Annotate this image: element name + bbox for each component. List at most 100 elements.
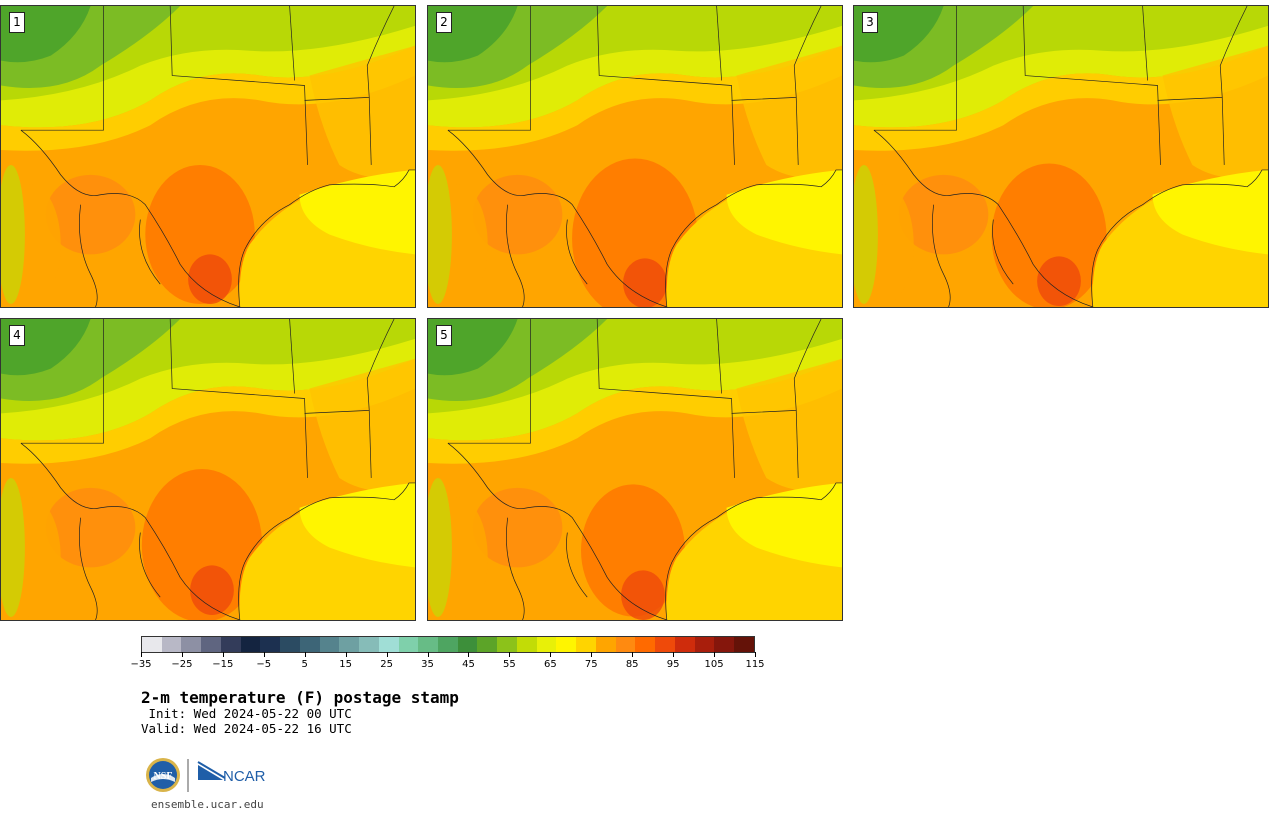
cool-zone <box>1 477 25 617</box>
panel-number-label: 3 <box>862 12 878 33</box>
map-panel-4: 4 <box>0 318 416 621</box>
colorbar-swatch <box>734 637 754 652</box>
colorbar-swatch <box>536 637 557 652</box>
colorbar-swatch <box>694 637 715 652</box>
cool-zone <box>428 477 452 617</box>
colorbar-swatch <box>457 637 478 652</box>
ncar-logo-text: NCAR <box>223 768 266 785</box>
colorbar-tick <box>304 652 306 657</box>
colorbar-tick <box>673 652 675 657</box>
state-border <box>139 532 161 598</box>
colorbar-tick-label: −15 <box>212 659 234 670</box>
warm-zone <box>854 45 1268 151</box>
colorbar-swatch <box>319 637 340 652</box>
state-border <box>992 219 1014 285</box>
colorbar-swatch <box>260 637 281 652</box>
gulf-of-mexico <box>299 169 415 255</box>
hot-zone <box>45 174 136 255</box>
state-border <box>169 319 308 478</box>
state-border <box>447 319 531 444</box>
state-border <box>506 517 525 620</box>
colorbar-swatch <box>161 637 182 652</box>
temperature-map <box>1 6 415 307</box>
hottest-zone <box>621 570 665 620</box>
warm-zone <box>736 45 842 179</box>
state-border <box>289 319 295 394</box>
colorbar-tick-label: 85 <box>625 659 639 670</box>
nsf-logo: NSF <box>146 758 180 792</box>
colorbar-tick <box>427 652 429 657</box>
state-border <box>139 219 161 285</box>
hottest-zone <box>623 258 667 307</box>
map-panel-1: 1 <box>0 5 416 308</box>
state-border <box>731 6 822 101</box>
state-border <box>665 482 842 620</box>
state-border <box>795 97 799 165</box>
colorbar-tick-labels: −35 −25 −15 −5 5 15 25 35 45 55 65 75 85 95 105 115 <box>130 652 765 676</box>
state-border <box>447 6 531 131</box>
state-border <box>289 6 295 81</box>
panel-number-label: 5 <box>436 325 452 346</box>
state-border <box>1157 6 1248 101</box>
hot-zone <box>898 174 989 255</box>
colorbar-tick-label: −25 <box>171 659 193 670</box>
colorbar-swatch <box>398 637 419 652</box>
colorbar-swatch <box>418 637 439 652</box>
temperature-map <box>428 319 842 620</box>
colorbar-tick-label: 15 <box>339 659 353 670</box>
state-border <box>1142 6 1148 81</box>
state-border <box>932 204 951 307</box>
init-time: Init: Wed 2024-05-22 00 UTC <box>141 706 352 721</box>
colorbar-tick-label: 75 <box>584 659 598 670</box>
panel-number-label: 1 <box>9 12 25 33</box>
colorbar-swatch <box>240 637 261 652</box>
colorbar-tick <box>141 652 142 657</box>
colorbar-tick-label: −5 <box>256 659 272 670</box>
ncar-logo: NCAR <box>197 761 266 785</box>
colorbar-swatch <box>438 637 458 652</box>
colorbar-tick <box>632 652 634 657</box>
colorbar-swatch <box>556 637 577 652</box>
state-border <box>1221 97 1225 165</box>
state-border <box>795 410 799 478</box>
warm-zone <box>1 45 415 151</box>
colorbar-swatch <box>142 637 162 652</box>
map-panel-2: 2 <box>427 5 843 308</box>
colorbar-tick-label: 55 <box>503 659 516 670</box>
hot-zone <box>45 487 136 568</box>
state-border <box>596 6 735 165</box>
colorbar-swatch <box>299 637 320 652</box>
gulf-of-mexico <box>726 482 842 568</box>
colorbar-swatch <box>516 637 537 652</box>
colorbar-tick <box>714 652 716 657</box>
colorbar-swatch <box>497 637 517 652</box>
colorbar-swatch <box>595 637 616 652</box>
warm-zone <box>736 358 842 492</box>
state-border <box>596 319 735 478</box>
colorbar-tick <box>468 652 470 657</box>
state-border <box>20 6 104 131</box>
colorbar-swatch <box>714 637 735 652</box>
hot-zone <box>472 174 563 255</box>
colorbar-swatch <box>576 637 596 652</box>
hottest-zone <box>190 565 234 616</box>
state-border <box>79 517 98 620</box>
colorbar-tick <box>509 652 511 657</box>
panel-number-label: 4 <box>9 325 25 346</box>
temperature-map <box>854 6 1268 307</box>
colorbar-tick-label: −35 <box>130 659 152 670</box>
state-border <box>304 319 395 414</box>
colorbar-tick-label: 45 <box>462 659 475 670</box>
state-border <box>20 442 240 620</box>
state-border <box>304 6 395 101</box>
nsf-ncar-logos: NSF NCAR <box>146 758 266 792</box>
colorbar-tick <box>591 652 593 657</box>
gulf-of-mexico <box>299 482 415 568</box>
state-border <box>447 129 667 307</box>
colorbar-tick <box>755 652 756 657</box>
colorbar-tick-label: 25 <box>380 659 393 670</box>
colorbar-tick <box>386 652 388 657</box>
colorbar-swatch <box>655 637 675 652</box>
state-border <box>566 219 588 285</box>
state-border <box>665 169 842 307</box>
